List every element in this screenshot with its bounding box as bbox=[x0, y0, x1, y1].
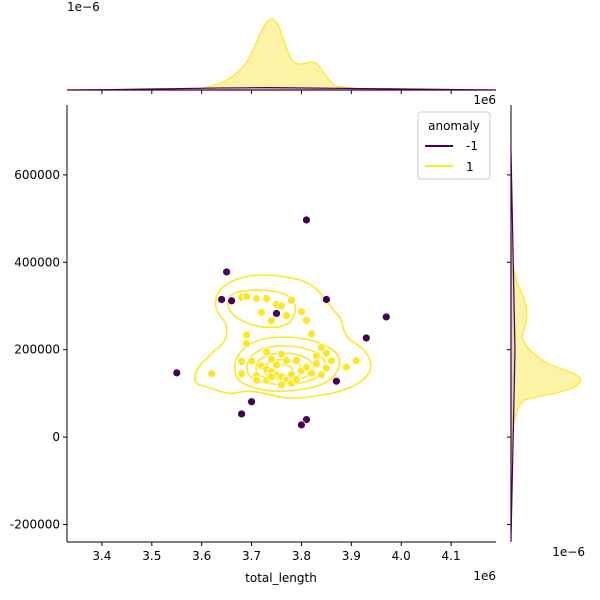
scatter-point-normal bbox=[277, 349, 286, 359]
x-tick-label: 3.6 bbox=[192, 549, 211, 563]
legend-title: anomaly bbox=[428, 119, 480, 133]
scatter-point-anomaly bbox=[302, 415, 311, 425]
right-marginal-ticks bbox=[507, 174, 511, 526]
scatter-point-normal bbox=[252, 375, 261, 385]
scatter-point-normal bbox=[282, 356, 291, 366]
legend-label-normal: 1 bbox=[466, 160, 474, 174]
scatter-point-normal bbox=[341, 362, 351, 372]
scatter-point-normal bbox=[242, 330, 251, 340]
x-tick-label: 3.9 bbox=[342, 549, 361, 563]
scatter-point-normal bbox=[351, 356, 361, 366]
scatter-point-normal bbox=[267, 354, 276, 364]
scatter-point-anomaly bbox=[297, 420, 306, 430]
scatter-point-normal bbox=[262, 347, 271, 357]
x-tick-label: 3.7 bbox=[242, 549, 261, 563]
scatter-point-normal bbox=[237, 357, 246, 366]
joint-axes: 3.4 3.5 3.6 3.7 3.8 3.9 4.0 4.1 -200000 0 200000 4… bbox=[10, 93, 496, 585]
scatter-point-normal bbox=[267, 316, 276, 326]
scatter-point-normal bbox=[302, 316, 311, 325]
scatter-point-normal bbox=[307, 329, 316, 339]
scatter-point-normal bbox=[272, 360, 281, 370]
y-tick-label: 400000 bbox=[14, 255, 60, 269]
right-marginal-density-normal bbox=[510, 229, 582, 471]
scatter-point-anomaly bbox=[237, 409, 246, 419]
top-marginal-density-anomaly bbox=[66, 86, 497, 91]
scatter-point-anomaly bbox=[331, 376, 341, 386]
scatter-point-normal bbox=[297, 307, 306, 317]
scatter-point-normal bbox=[312, 359, 321, 369]
scatter-point-normal bbox=[252, 294, 261, 303]
scatter-point-normal bbox=[292, 375, 301, 384]
x-offset-text: 1e6 bbox=[473, 569, 496, 583]
scatter-point-normal bbox=[321, 348, 331, 358]
scatter-point-anomaly bbox=[361, 333, 371, 343]
x-tick-label: 3.5 bbox=[142, 549, 161, 563]
scatter-point-anomaly bbox=[321, 295, 331, 304]
scatter-point-anomaly bbox=[217, 295, 227, 304]
y-tick-label: 0 bbox=[52, 430, 60, 444]
kde-contour-outer bbox=[194, 274, 372, 399]
y-offset-text: 1e6 bbox=[473, 93, 496, 107]
scatter-point-anomaly bbox=[222, 267, 232, 277]
scatter-point-normal bbox=[317, 343, 326, 352]
top-marginal-offset-text: 1e−6 bbox=[67, 0, 100, 14]
scatter-point-normal bbox=[302, 362, 311, 372]
x-tick-label: 4.1 bbox=[442, 549, 461, 563]
scatter-point-normal bbox=[317, 370, 326, 380]
scatter-point-anomaly bbox=[172, 368, 182, 378]
scatter-point-anomaly bbox=[227, 296, 237, 306]
scatter-point-normal bbox=[321, 363, 331, 373]
scatter-point-normal bbox=[287, 295, 296, 305]
scatter-point-normal bbox=[326, 356, 336, 366]
scatter-point-anomaly bbox=[272, 309, 281, 318]
legend: anomaly -1 1 bbox=[417, 111, 491, 180]
kde-contour-2 bbox=[233, 336, 341, 392]
y-axis-ticks: -200000 0 200000 400000 600000 bbox=[10, 168, 67, 532]
right-marginal-axes: 1e−6 bbox=[507, 105, 585, 559]
legend-label-anomaly: -1 bbox=[466, 139, 478, 153]
scatter-point-normal bbox=[277, 380, 286, 390]
scatter-point-normal bbox=[247, 356, 256, 366]
scatter-point-normal bbox=[312, 351, 321, 361]
right-marginal-offset-text: 1e−6 bbox=[552, 545, 585, 559]
scatter-point-normal bbox=[307, 368, 316, 378]
x-tick-label: 3.4 bbox=[92, 549, 111, 563]
x-tick-label: 4.0 bbox=[392, 549, 411, 563]
y-tick-label: -200000 bbox=[10, 518, 60, 532]
scatter-point-anomaly bbox=[381, 312, 391, 322]
right-marginal-density-anomaly bbox=[510, 149, 516, 541]
scatter-points bbox=[172, 215, 391, 430]
legend-frame bbox=[417, 111, 491, 180]
scatter-point-normal bbox=[242, 292, 251, 301]
scatter-point-normal bbox=[237, 369, 246, 379]
scatter-point-normal bbox=[267, 372, 276, 382]
top-marginal-density-normal bbox=[66, 18, 497, 91]
scatter-point-normal bbox=[262, 294, 271, 303]
top-marginal-ticks bbox=[101, 90, 452, 94]
scatter-point-normal bbox=[242, 339, 251, 349]
scatter-point-normal bbox=[207, 369, 217, 379]
scatter-point-normal bbox=[277, 301, 286, 311]
y-tick-label: 600000 bbox=[14, 168, 60, 182]
kde-contour-upper-lobe bbox=[227, 289, 297, 329]
scatter-point-normal bbox=[282, 311, 291, 321]
scatter-point-anomaly bbox=[247, 397, 256, 407]
top-marginal-axes: 1e−6 bbox=[66, 0, 497, 94]
x-axis-label: total_length bbox=[245, 571, 317, 585]
scatter-point-anomaly bbox=[302, 215, 311, 225]
scatter-point-normal bbox=[292, 356, 301, 366]
scatter-point-normal bbox=[257, 308, 266, 317]
x-axis-ticks: 3.4 3.5 3.6 3.7 3.8 3.9 4.0 4.1 bbox=[92, 542, 461, 563]
x-tick-label: 3.8 bbox=[292, 549, 311, 563]
y-tick-label: 200000 bbox=[14, 343, 60, 357]
